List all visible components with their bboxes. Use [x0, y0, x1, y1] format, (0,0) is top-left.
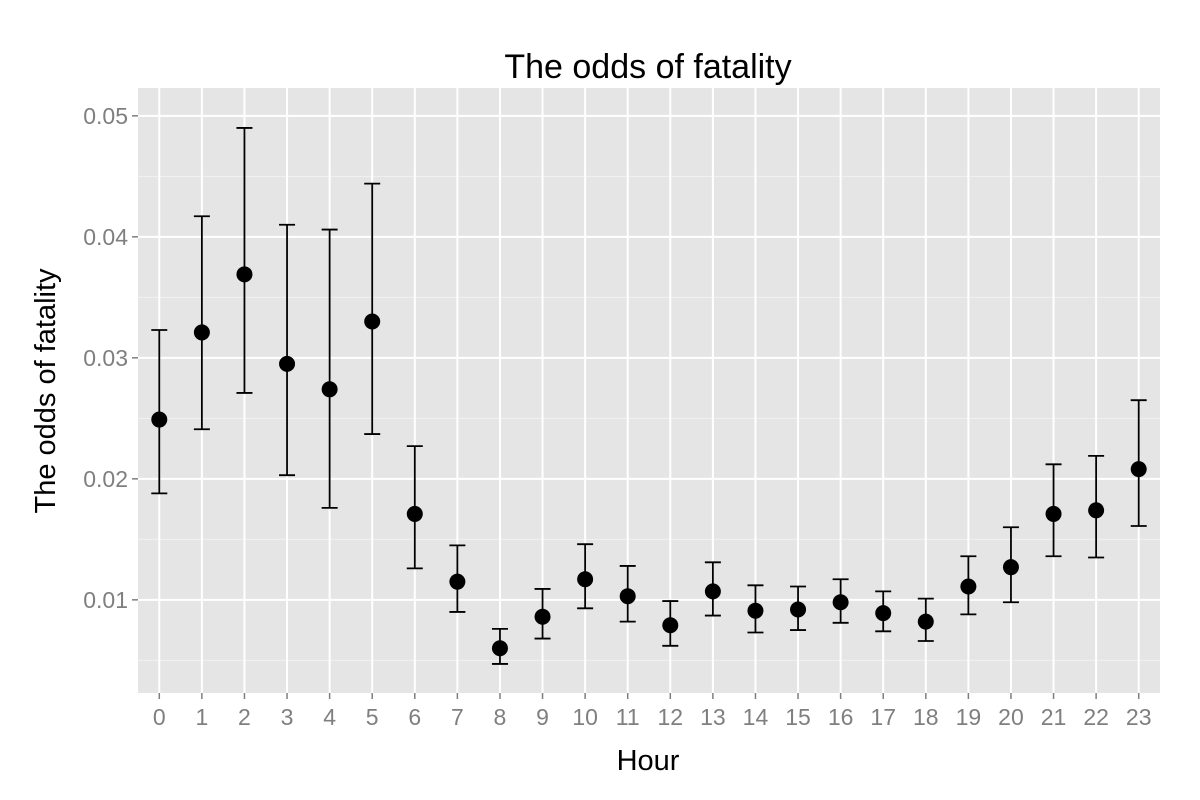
x-axis-ticks: 0 1 2 3 4 5 6 7 8 9 10 11 12 13 14 15 16 17 18 19 20 21 22 23: [153, 693, 1152, 730]
x-tick-label: 13: [700, 704, 726, 730]
x-tick-label: 9: [536, 704, 549, 730]
chart-title: The odds of fatality: [504, 48, 791, 86]
x-tick-label: 21: [1041, 704, 1067, 730]
x-tick-label: 3: [281, 704, 294, 730]
y-tick-label: 0.05: [83, 103, 128, 129]
x-tick-label: 2: [238, 704, 251, 730]
data-points: [151, 266, 1147, 657]
x-tick-label: 1: [195, 704, 208, 730]
x-tick-label: 20: [998, 704, 1024, 730]
data-point: [704, 583, 721, 600]
x-tick-label: 23: [1126, 704, 1152, 730]
data-point: [364, 313, 381, 330]
x-tick-label: 15: [785, 704, 811, 730]
data-point: [577, 571, 594, 588]
x-tick-label: 0: [153, 704, 166, 730]
data-point: [790, 601, 807, 618]
y-axis-ticks: 0.01 0.02 0.03 0.04 0.05: [83, 103, 138, 613]
data-point: [449, 573, 466, 590]
data-point: [491, 640, 508, 657]
y-tick-label: 0.04: [83, 224, 128, 250]
data-point: [534, 608, 551, 625]
x-tick-label: 6: [408, 704, 421, 730]
data-point: [747, 602, 764, 619]
data-point: [1002, 559, 1019, 576]
plot-panel: [138, 88, 1160, 693]
data-point: [917, 613, 934, 630]
data-point: [662, 617, 679, 634]
x-tick-label: 10: [572, 704, 598, 730]
data-point: [279, 355, 296, 372]
data-point: [321, 381, 338, 398]
y-tick-label: 0.03: [83, 345, 128, 371]
data-point: [1130, 461, 1147, 478]
data-point: [960, 578, 977, 595]
data-point: [406, 505, 423, 522]
x-tick-label: 19: [956, 704, 982, 730]
data-point: [1045, 505, 1062, 522]
data-point: [151, 411, 168, 428]
data-point: [236, 266, 253, 283]
x-tick-label: 4: [323, 704, 336, 730]
x-tick-label: 17: [870, 704, 896, 730]
data-point: [832, 594, 849, 611]
data-point: [619, 588, 636, 605]
x-tick-label: 18: [913, 704, 939, 730]
x-tick-label: 12: [657, 704, 683, 730]
x-tick-label: 14: [743, 704, 769, 730]
x-tick-label: 16: [828, 704, 854, 730]
x-axis-title: Hour: [617, 745, 680, 777]
data-point: [193, 324, 210, 341]
y-tick-label: 0.02: [83, 466, 128, 492]
data-point: [875, 605, 892, 622]
data-point: [1088, 502, 1105, 519]
x-tick-label: 5: [366, 704, 379, 730]
x-tick-label: 22: [1083, 704, 1109, 730]
y-axis-title: The odds of fatality: [30, 268, 62, 514]
minor-gridlines: [138, 175, 1160, 661]
x-tick-label: 8: [494, 704, 507, 730]
y-tick-label: 0.01: [83, 587, 128, 613]
x-tick-label: 11: [616, 704, 640, 730]
x-tick-label: 7: [451, 704, 464, 730]
